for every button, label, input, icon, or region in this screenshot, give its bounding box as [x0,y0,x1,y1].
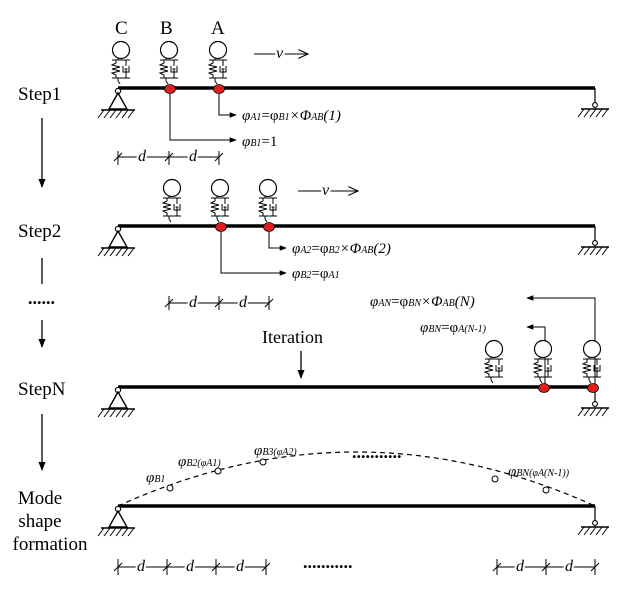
velocity-label-step1: v [276,45,284,62]
contact-point-a2 [263,222,275,232]
roller-support-mode [577,505,610,536]
vehicle-c-step2 [162,178,182,223]
svg-text:d: d [189,148,198,165]
vehicle-c-stepN [484,339,504,384]
mode-label-phiB1: φB1 [146,470,165,486]
vehicle-a-step2 [258,178,278,223]
mode-point-1 [166,484,174,492]
leader-a1 [218,94,237,118]
label-a: A [211,18,225,39]
mode-point-3 [259,458,267,466]
vehicle-b-step2 [210,178,230,223]
mode-label-line1: Mode [18,488,62,509]
contact-point-aN [587,383,599,393]
svg-text:d: d [186,558,195,575]
svg-text:d: d [137,558,146,575]
svg-text:d: d [236,558,245,575]
dimension-step1: d d [113,146,224,167]
pin-support-step2 [97,225,136,257]
ellipsis-bottom: ........... [303,552,353,572]
label-b: B [160,18,173,39]
vehicle-b-stepN [533,339,553,384]
eq-phiBN: φBN=φA(N-1) [420,320,487,336]
dimension-bottom-left: d d d [113,556,271,577]
step2-label: Step2 [18,221,61,242]
roller-support-step2 [577,225,610,256]
mode-label-phiB3: φB3(φA2) [254,443,297,459]
eq-phiAN: φAN=φBN×ΦAB(N) [370,294,475,310]
leader-b1 [169,94,237,143]
vehicle-c-step1 [111,40,131,85]
pin-support-step1 [97,87,136,119]
mode-label-phiBN: φBN(φA(N-1)) [508,464,570,480]
iteration-label: Iteration [262,327,323,347]
roller-support-step1 [577,87,610,118]
mode-label-line2: shape [18,511,61,532]
mode-label-phiB2: φB2(φA1) [178,454,221,470]
dimension-step2: d d [164,292,274,313]
ellipsis-mode: ........... [352,442,402,462]
eq-phiB1: φB1=1 [242,134,277,150]
pin-support-stepN [97,386,136,418]
mode-label-line3: formation [13,534,88,555]
step1-label: Step1 [18,84,61,105]
svg-text:d: d [565,558,574,575]
eq-phiB2: φB2=φA1 [292,266,340,282]
svg-text:d: d [516,558,525,575]
svg-text:d: d [189,294,198,311]
vehicle-b-step1 [159,40,179,85]
eq-phiA1: φA1=φB1×ΦAB(1) [242,108,341,124]
dimension-bottom-right: d d [492,556,600,577]
mode-shape-curve [117,451,596,507]
mode-point-4 [491,475,499,483]
velocity-label-step2: v [322,182,330,199]
svg-text:d: d [138,148,147,165]
eq-phiA2: φA2=φB2×ΦAB(2) [292,241,391,257]
label-c: C [115,18,128,39]
mode-point-2 [214,467,222,475]
leader-b2 [220,232,287,276]
contact-point-bN [538,383,550,393]
contact-point-a1 [213,84,225,94]
contact-point-b2 [215,222,227,232]
pin-support-mode [97,505,136,537]
contact-point-b1 [164,84,176,94]
mode-point-5 [542,486,550,494]
leader-a2 [268,232,287,251]
vehicle-a-step1 [208,40,228,85]
vehicle-a-stepN [582,339,602,384]
stepN-label: StepN [18,379,66,400]
ellipsis-left: ...... [28,288,55,308]
svg-text:d: d [239,294,248,311]
